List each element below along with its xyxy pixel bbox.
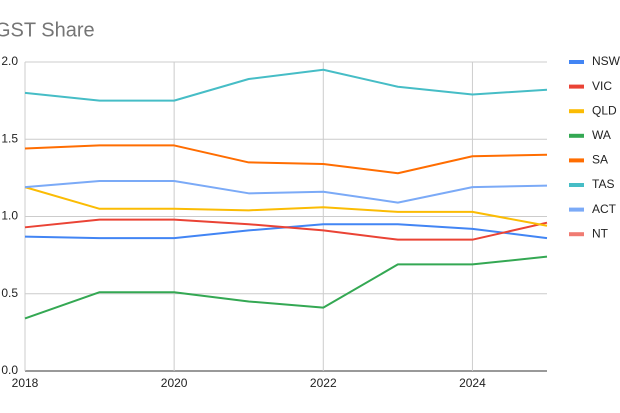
- legend-swatch: [569, 60, 584, 64]
- legend-label: WA: [592, 128, 611, 142]
- series-line: [24, 186, 548, 227]
- x-tick-label: 2018: [12, 376, 39, 390]
- legend-swatch: [569, 109, 584, 114]
- series-line: [24, 218, 548, 241]
- legend-swatch: [569, 207, 584, 212]
- series-line: [24, 223, 548, 240]
- series-line: [24, 144, 548, 175]
- series-line: [24, 179, 548, 204]
- legend-label: SA: [592, 153, 608, 167]
- legend-swatch: [569, 84, 584, 89]
- legend-label: NSW: [592, 54, 620, 68]
- y-tick-label: 1.5: [1, 131, 18, 145]
- legend-swatch: [569, 232, 584, 237]
- legend-label: VIC: [592, 79, 612, 93]
- legend-label: QLD: [592, 103, 617, 117]
- legend-swatch: [569, 158, 584, 163]
- y-tick-label: 0.5: [1, 286, 18, 300]
- legend-swatch: [569, 133, 584, 138]
- legend-label: NT: [592, 226, 609, 240]
- x-tick-label: 2022: [310, 376, 337, 390]
- legend-swatch: [569, 183, 584, 187]
- x-tick-label: 2024: [459, 376, 486, 390]
- y-tick-label: 2.0: [1, 54, 18, 68]
- chart-title: GST Share: [0, 19, 95, 41]
- legend-label: ACT: [592, 202, 617, 216]
- y-tick-label: 1.0: [1, 209, 18, 223]
- series-line: [24, 255, 548, 320]
- legend-label: TAS: [592, 177, 614, 191]
- series-line: [24, 68, 548, 102]
- y-tick-label: 0.0: [1, 363, 18, 377]
- x-tick-label: 2020: [161, 376, 188, 390]
